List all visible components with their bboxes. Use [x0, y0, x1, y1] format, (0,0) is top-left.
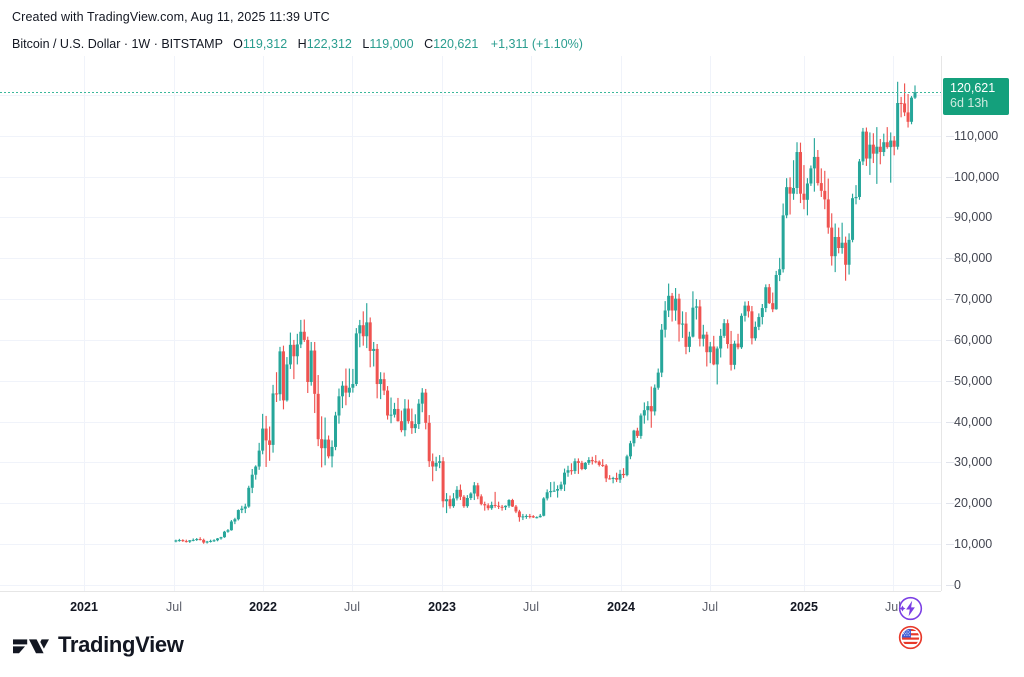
price-axis-tick-stub [946, 299, 954, 301]
price-axis-tick: 70,000 [946, 292, 992, 306]
time-axis-tick: Jul [702, 600, 718, 614]
us-flag-badge-icon[interactable] [898, 625, 923, 650]
legend-close-label: C [424, 37, 434, 51]
time-axis[interactable]: 2021 Jul 2022 Jul 2023 Jul 2024 Jul 2025 Jul [0, 591, 941, 621]
price-axis-tick: 60,000 [946, 333, 992, 347]
time-axis-tick: 2022 [249, 600, 277, 614]
price-axis-tick-stub [946, 380, 954, 382]
price-axis-tick: 30,000 [946, 455, 992, 469]
footer-brand[interactable]: TradingView [13, 630, 184, 660]
price-axis-tick: 20,000 [946, 496, 992, 510]
legend-open: O119,312 [233, 37, 287, 51]
time-axis-tick: 2023 [428, 600, 456, 614]
chart-area[interactable]: 0 10,000 20,000 30,000 40,000 50,000 60,000 70,… [0, 56, 1024, 650]
price-axis-tick-stub [946, 339, 954, 341]
chart-legend: Bitcoin / U.S. Dollar · 1W · BITSTAMP O1… [12, 36, 583, 52]
price-axis-tick: 110,000 [946, 129, 998, 143]
price-axis-tick-stub [946, 258, 954, 260]
legend-change: +1,311 (+1.10%) [490, 37, 583, 51]
price-axis-tick-stub [946, 544, 954, 546]
price-axis-tick-stub [946, 462, 954, 464]
candlestick-plot[interactable] [0, 56, 941, 591]
attribution-text: Created with TradingView.com, Aug 11, 20… [12, 10, 330, 24]
plot-svg [0, 56, 941, 591]
legend-open-label: O [233, 37, 243, 51]
time-axis-tick: Jul [166, 600, 182, 614]
legend-high-value: 122,312 [306, 37, 352, 51]
legend-low-label: L [362, 37, 370, 51]
time-axis-tick: Jul [344, 600, 360, 614]
time-axis-tick: Jul [885, 600, 901, 614]
price-axis-tick-stub [946, 503, 954, 505]
price-axis-tick: 50,000 [946, 374, 992, 388]
price-axis-tick: 80,000 [946, 251, 992, 265]
price-axis-tick-stub [946, 585, 954, 586]
chart-badges [898, 596, 928, 654]
price-axis-tick: 90,000 [946, 210, 992, 224]
legend-high-label: H [297, 37, 307, 51]
time-axis-tick: 2024 [607, 600, 635, 614]
legend-symbol[interactable]: Bitcoin / U.S. Dollar · 1W · BITSTAMP [12, 37, 223, 51]
price-axis-tick-stub [946, 176, 954, 178]
lightning-badge-icon[interactable] [898, 596, 923, 621]
legend-high: H122,312 [298, 37, 352, 51]
price-axis-tick: 100,000 [946, 170, 999, 184]
price-axis-tick-stub [946, 217, 954, 219]
price-axis-tick: 40,000 [946, 415, 992, 429]
current-price-value: 120,621 [950, 80, 996, 95]
time-axis-tick: Jul [523, 600, 539, 614]
current-price-badge[interactable]: 120,621 6d 13h [943, 77, 1009, 115]
time-axis-tick: 2025 [790, 600, 818, 614]
legend-low: L119,000 [362, 37, 413, 51]
bar-countdown: 6d 13h [950, 95, 989, 110]
price-axis-tick-stub [946, 135, 954, 137]
price-axis-tick-stub [946, 421, 954, 423]
legend-open-value: 119,312 [242, 37, 288, 51]
price-axis-tick: 0 [946, 578, 961, 592]
tradingview-wordmark: TradingView [58, 632, 184, 657]
legend-low-value: 119,000 [369, 37, 414, 51]
price-axis-tick: 10,000 [946, 537, 992, 551]
price-axis[interactable]: 0 10,000 20,000 30,000 40,000 50,000 60,000 70,… [941, 56, 1024, 592]
time-axis-tick: 2021 [70, 600, 98, 614]
tradingview-logo-icon [13, 638, 49, 653]
legend-close: C120,621 [424, 37, 478, 51]
legend-close-value: 120,621 [433, 37, 479, 51]
